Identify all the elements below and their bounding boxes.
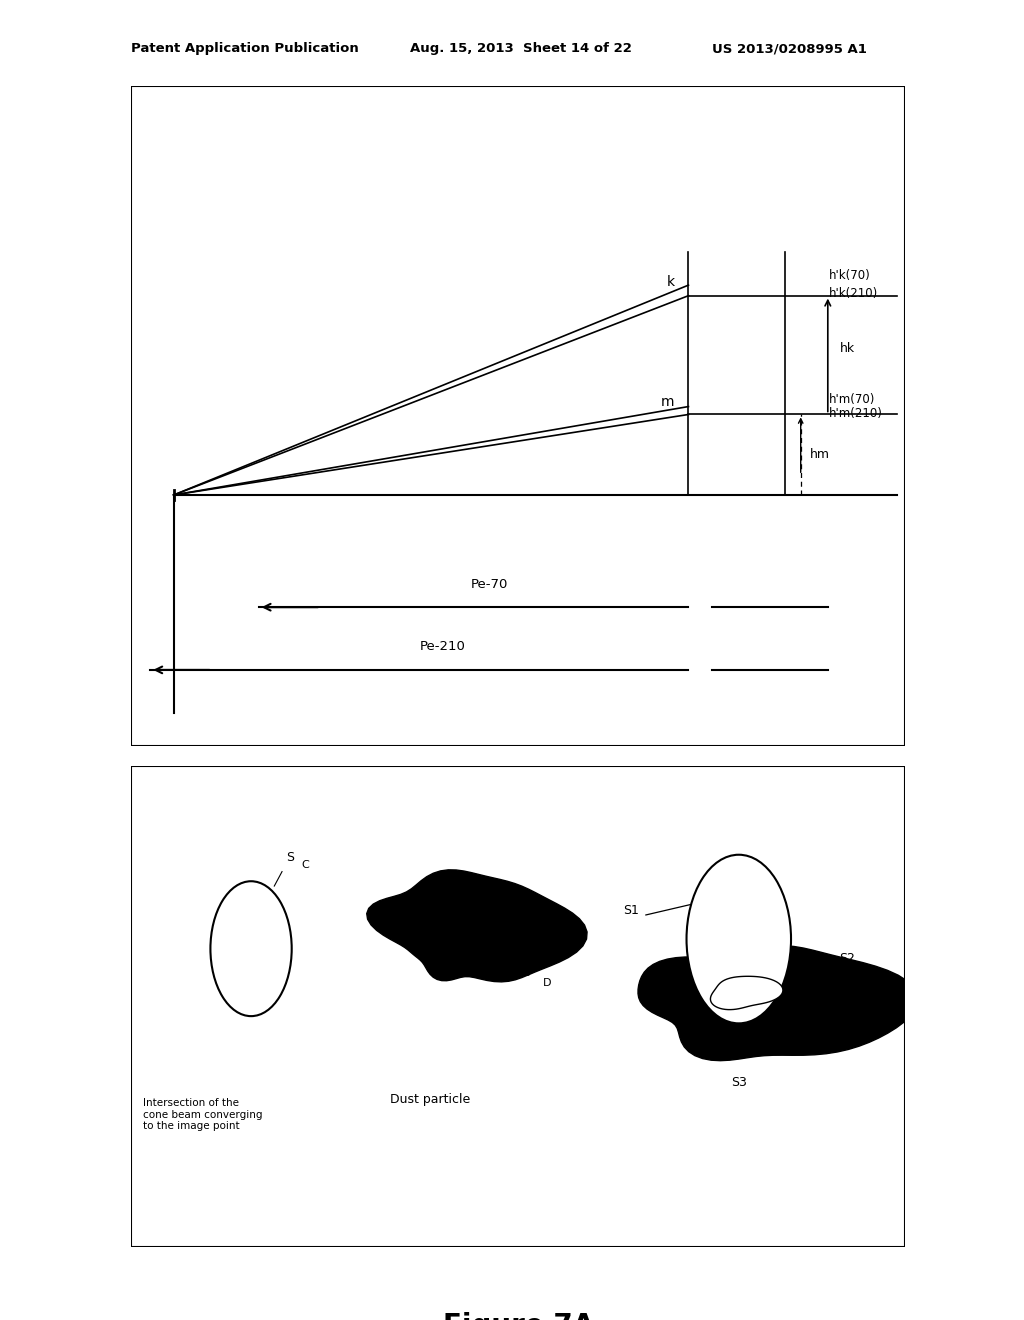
Text: S2: S2	[840, 952, 855, 965]
Text: h'm(70): h'm(70)	[829, 393, 876, 407]
Text: Figure 6F: Figure 6F	[443, 825, 593, 853]
Polygon shape	[711, 977, 783, 1010]
Text: Aug. 15, 2013  Sheet 14 of 22: Aug. 15, 2013 Sheet 14 of 22	[410, 42, 632, 55]
Text: Pe-70: Pe-70	[470, 578, 508, 590]
Text: C: C	[301, 861, 309, 870]
Polygon shape	[638, 945, 918, 1061]
Text: h'k(70): h'k(70)	[829, 269, 871, 281]
Text: hk: hk	[840, 342, 855, 355]
Text: S3: S3	[731, 1076, 746, 1089]
Text: Dust particle: Dust particle	[390, 1093, 471, 1106]
Text: D: D	[543, 978, 551, 987]
Text: m: m	[662, 395, 675, 409]
Text: Patent Application Publication: Patent Application Publication	[131, 42, 358, 55]
Ellipse shape	[686, 855, 791, 1023]
Ellipse shape	[210, 882, 292, 1016]
Text: S1: S1	[623, 904, 639, 916]
Polygon shape	[367, 870, 587, 982]
Text: hm: hm	[810, 449, 830, 461]
Text: S: S	[286, 851, 294, 865]
Text: h'k(210): h'k(210)	[829, 288, 879, 300]
Text: Pe-210: Pe-210	[420, 640, 466, 653]
Text: S: S	[522, 965, 530, 978]
Text: Figure 7A: Figure 7A	[442, 1312, 594, 1320]
Text: Intersection of the
cone beam converging
to the image point: Intersection of the cone beam converging…	[142, 1098, 262, 1131]
Text: US 2013/0208995 A1: US 2013/0208995 A1	[712, 42, 866, 55]
Text: k: k	[667, 275, 675, 289]
Text: h'm(210): h'm(210)	[829, 408, 884, 420]
